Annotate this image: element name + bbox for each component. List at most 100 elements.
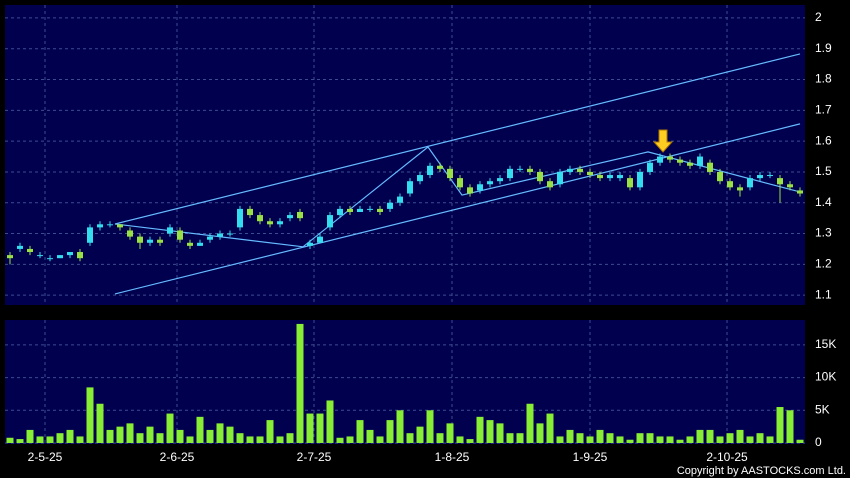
volume-bar — [616, 436, 624, 443]
candle-body — [227, 233, 233, 235]
volume-bar — [456, 436, 464, 443]
candle-body — [667, 156, 673, 160]
y-tick-label: 1.2 — [815, 257, 832, 271]
candle-body — [737, 187, 743, 191]
volume-bar — [196, 416, 204, 443]
volume-bar — [666, 436, 674, 443]
candle-body — [687, 162, 693, 166]
candle-body — [407, 181, 413, 194]
x-tick-label: 2-10-25 — [706, 450, 748, 464]
candle-body — [77, 252, 83, 259]
volume-bar — [536, 423, 544, 443]
volume-bar — [466, 439, 474, 443]
candle-body — [617, 175, 623, 179]
volume-bar — [556, 436, 564, 443]
candle-body — [527, 168, 533, 172]
candle-body — [427, 165, 433, 176]
volume-panel — [5, 320, 805, 444]
volume-bar — [386, 420, 394, 443]
candle-body — [397, 196, 403, 203]
candle-body — [127, 230, 133, 237]
trend-line — [114, 146, 801, 248]
candle-body — [757, 175, 763, 179]
x-tick-label: 2-5-25 — [28, 450, 63, 464]
candle-body — [477, 184, 483, 191]
volume-bar — [6, 437, 14, 443]
candle-body — [357, 208, 363, 212]
candle-body — [727, 181, 733, 188]
y-tick-label: 1.5 — [815, 164, 832, 178]
candle-body — [327, 215, 333, 228]
volume-bar — [66, 429, 74, 443]
candle-body — [497, 178, 503, 182]
y-tick-label: 1.6 — [815, 133, 832, 147]
candle-body — [237, 208, 243, 228]
volume-bar — [646, 433, 654, 443]
volume-bar — [696, 429, 704, 443]
volume-bar — [576, 433, 584, 443]
volume-bar — [706, 429, 714, 443]
candle-body — [507, 168, 513, 179]
volume-bar — [266, 420, 274, 443]
volume-bar — [236, 433, 244, 443]
candle-body — [247, 208, 253, 216]
volume-bar — [636, 433, 644, 443]
volume-bar — [186, 436, 194, 443]
candle-body — [117, 224, 123, 228]
candle-body — [37, 255, 43, 257]
volume-bar — [56, 433, 64, 443]
candle-body — [677, 159, 683, 163]
candle-body — [587, 171, 593, 176]
trend-line — [114, 53, 801, 225]
volume-bar — [626, 439, 634, 443]
copyright: Copyright by AASTOCKS.com Ltd. — [677, 465, 846, 477]
candle-body — [7, 255, 13, 259]
candle-body — [297, 211, 303, 219]
volume-bar — [346, 436, 354, 443]
volume-bar — [296, 323, 304, 443]
candle-body — [797, 190, 803, 194]
price-panel — [5, 5, 805, 305]
candle-body — [517, 168, 523, 170]
candle-body — [287, 215, 293, 219]
candle-body — [67, 252, 73, 256]
volume-bar — [486, 420, 494, 443]
candle-body — [547, 181, 553, 188]
candle-body — [657, 156, 663, 163]
volume-bar — [256, 436, 264, 443]
x-tick-label: 2-7-25 — [297, 450, 332, 464]
candle-body — [277, 221, 283, 225]
candle-body — [197, 242, 203, 246]
volume-bar — [526, 403, 534, 443]
volume-bar — [76, 436, 84, 443]
volume-bar — [226, 426, 234, 443]
candle-body — [17, 245, 23, 249]
volume-bar — [716, 436, 724, 443]
volume-bar — [286, 433, 294, 443]
candle-body — [577, 168, 583, 172]
volume-bar — [26, 429, 34, 443]
candle-body — [147, 239, 153, 243]
y-tick-label: 1.9 — [815, 41, 832, 55]
volume-bar — [756, 433, 764, 443]
trend-line — [114, 123, 801, 295]
volume-bar — [326, 400, 334, 443]
candle-body — [647, 162, 653, 172]
candle-body — [97, 224, 103, 228]
volume-bar — [606, 433, 614, 443]
volume-bar — [116, 426, 124, 443]
candle-body — [487, 181, 493, 185]
candle-body — [447, 168, 453, 179]
candle-body — [27, 248, 33, 253]
candle-body — [637, 171, 643, 188]
candle-body — [187, 242, 193, 246]
candle-body — [567, 168, 573, 172]
volume-bar — [216, 423, 224, 443]
volume-bar — [506, 433, 514, 443]
y-tick-label: 1.4 — [815, 195, 832, 209]
volume-tick-label: 5K — [815, 402, 830, 416]
candle-body — [337, 208, 343, 216]
volume-bar — [546, 413, 554, 443]
volume-bar — [516, 433, 524, 443]
